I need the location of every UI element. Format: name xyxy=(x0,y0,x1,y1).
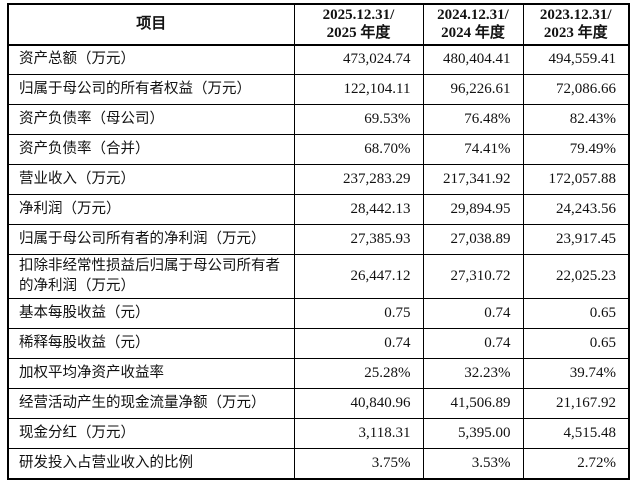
row-value: 74.41% xyxy=(422,134,524,166)
row-label: 经营活动产生的现金流量净额（万元） xyxy=(7,388,295,420)
table-row: 经营活动产生的现金流量净额（万元） 40,840.96 41,506.89 21,16… xyxy=(7,388,630,420)
table-row: 资产负债率（合并） 68.70% 74.41% 79.49% xyxy=(7,134,630,166)
row-value: 4,515.48 xyxy=(522,418,630,450)
row-value: 3.75% xyxy=(293,448,424,480)
row-value: 39.74% xyxy=(522,358,630,390)
row-label: 营业收入（万元） xyxy=(7,164,295,196)
row-label: 归属于母公司所有者的净利润（万元） xyxy=(7,224,295,256)
row-value: 0.74 xyxy=(422,328,524,360)
table-row: 净利润（万元） 28,442.13 29,894.95 24,243.56 xyxy=(7,194,630,226)
row-value: 0.65 xyxy=(522,328,630,360)
row-value: 27,385.93 xyxy=(293,224,424,256)
row-value: 24,243.56 xyxy=(522,194,630,226)
row-label: 现金分红（万元） xyxy=(7,418,295,450)
row-value: 5,395.00 xyxy=(422,418,524,450)
row-value: 480,404.41 xyxy=(422,44,524,76)
row-value: 473,024.74 xyxy=(293,44,424,76)
row-value: 25.28% xyxy=(293,358,424,390)
table-body: 资产总额（万元） 473,024.74 480,404.41 494,559.41 归属… xyxy=(7,44,630,480)
row-value: 29,894.95 xyxy=(422,194,524,226)
financial-summary-table: 项目 2025.12.31/ 2025 年度 2024.12.31/ 2024 … xyxy=(7,3,630,480)
table-row: 归属于母公司的所有者权益（万元） 122,104.11 96,226.61 72,08… xyxy=(7,74,630,106)
row-value: 494,559.41 xyxy=(522,44,630,76)
row-value: 68.70% xyxy=(293,134,424,166)
row-value: 0.75 xyxy=(293,298,424,330)
row-value: 96,226.61 xyxy=(422,74,524,106)
table-row: 资产总额（万元） 473,024.74 480,404.41 494,559.41 xyxy=(7,44,630,76)
row-label: 资产总额（万元） xyxy=(7,44,295,76)
table-row: 扣除非经常性损益后归属于母公司所有者的净利润（万元） 26,447.12 27,31… xyxy=(7,254,630,300)
row-value: 28,442.13 xyxy=(293,194,424,226)
row-value: 22,025.23 xyxy=(522,254,630,300)
table-row: 研发投入占营业收入的比例 3.75% 3.53% 2.72% xyxy=(7,448,630,480)
header-col-2025-year: 2025 年度 xyxy=(326,25,391,42)
row-value: 0.74 xyxy=(422,298,524,330)
row-value: 41,506.89 xyxy=(422,388,524,420)
row-value: 237,283.29 xyxy=(293,164,424,196)
row-value: 122,104.11 xyxy=(293,74,424,106)
row-label: 加权平均净资产收益率 xyxy=(7,358,295,390)
header-col-2025-date: 2025.12.31/ xyxy=(322,7,395,23)
row-value: 69.53% xyxy=(293,104,424,136)
row-value: 0.65 xyxy=(522,298,630,330)
row-value: 82.43% xyxy=(522,104,630,136)
row-label: 扣除非经常性损益后归属于母公司所有者的净利润（万元） xyxy=(7,254,295,300)
row-value: 26,447.12 xyxy=(293,254,424,300)
row-value: 72,086.66 xyxy=(522,74,630,106)
row-value: 172,057.88 xyxy=(522,164,630,196)
header-col-2023-date: 2023.12.31/ xyxy=(539,7,612,23)
row-value: 3.53% xyxy=(422,448,524,480)
header-col-2023: 2023.12.31/ 2023 年度 xyxy=(522,3,630,46)
header-col-2025: 2025.12.31/ 2025 年度 xyxy=(293,3,424,46)
row-label: 归属于母公司的所有者权益（万元） xyxy=(7,74,295,106)
row-value: 21,167.92 xyxy=(522,388,630,420)
table-row: 稀释每股收益（元） 0.74 0.74 0.65 xyxy=(7,328,630,360)
header-row: 项目 2025.12.31/ 2025 年度 2024.12.31/ 2024 … xyxy=(7,3,630,46)
row-label: 净利润（万元） xyxy=(7,194,295,226)
row-value: 0.74 xyxy=(293,328,424,360)
row-label: 研发投入占营业收入的比例 xyxy=(7,448,295,480)
table-row: 资产负债率（母公司） 69.53% 76.48% 82.43% xyxy=(7,104,630,136)
row-value: 217,341.92 xyxy=(422,164,524,196)
row-value: 27,310.72 xyxy=(422,254,524,300)
row-value: 2.72% xyxy=(522,448,630,480)
row-value: 32.23% xyxy=(422,358,524,390)
row-label: 稀释每股收益（元） xyxy=(7,328,295,360)
row-value: 3,118.31 xyxy=(293,418,424,450)
row-label: 资产负债率（母公司） xyxy=(7,104,295,136)
row-value: 27,038.89 xyxy=(422,224,524,256)
row-label: 资产负债率（合并） xyxy=(7,134,295,166)
header-col-2024: 2024.12.31/ 2024 年度 xyxy=(422,3,524,46)
table-row: 归属于母公司所有者的净利润（万元） 27,385.93 27,038.89 23,91… xyxy=(7,224,630,256)
header-col-2024-year: 2024 年度 xyxy=(441,25,505,42)
header-item: 项目 xyxy=(7,3,295,46)
header-col-2023-year: 2023 年度 xyxy=(543,25,608,42)
row-label: 基本每股收益（元） xyxy=(7,298,295,330)
row-value: 79.49% xyxy=(522,134,630,166)
table-row: 加权平均净资产收益率 25.28% 32.23% 39.74% xyxy=(7,358,630,390)
row-value: 76.48% xyxy=(422,104,524,136)
table-row: 营业收入（万元） 237,283.29 217,341.92 172,057.88 xyxy=(7,164,630,196)
row-value: 40,840.96 xyxy=(293,388,424,420)
row-value: 23,917.45 xyxy=(522,224,630,256)
table-row: 现金分红（万元） 3,118.31 5,395.00 4,515.48 xyxy=(7,418,630,450)
header-col-2024-date: 2024.12.31/ xyxy=(437,7,509,23)
table-row: 基本每股收益（元） 0.75 0.74 0.65 xyxy=(7,298,630,330)
